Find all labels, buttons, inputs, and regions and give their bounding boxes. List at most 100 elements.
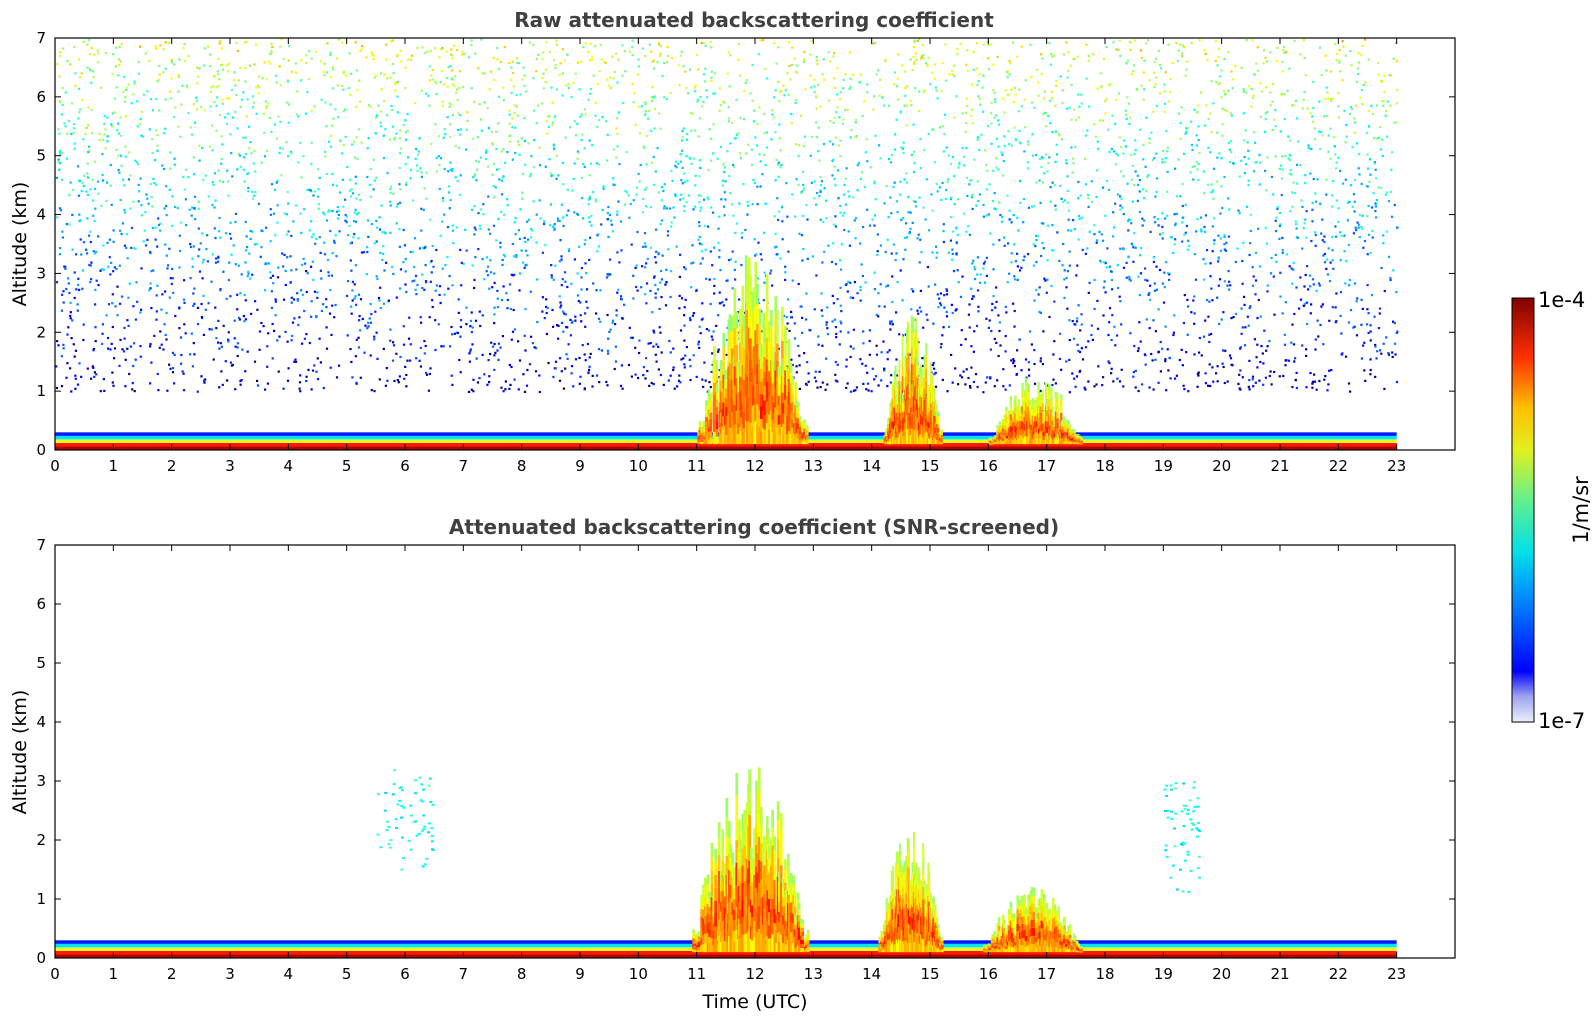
noise-pixel [716,157,719,160]
noise-pixel [1059,75,1063,78]
noise-pixel [329,366,332,369]
noise-pixel [173,163,176,166]
noise-pixel [1207,315,1210,318]
noise-pixel [316,291,319,294]
noise-pixel [1030,343,1033,346]
noise-pixel [889,196,892,199]
noise-pixel [957,383,960,386]
noise-pixel [723,205,726,208]
noise-pixel [287,230,290,233]
noise-pixel [1148,291,1151,295]
noise-pixel [514,151,517,155]
noise-pixel [905,181,908,184]
noise-pixel [1344,141,1347,144]
noise-pixel [779,149,782,152]
noise-pixel [709,250,712,253]
noise-pixel [280,38,283,41]
noise-pixel [980,133,983,136]
noise-pixel [1309,285,1312,288]
noise-pixel [1002,174,1005,177]
noise-pixel [371,53,374,56]
noise-pixel [329,145,332,148]
noise-pixel [521,191,524,194]
noise-pixel [836,106,839,109]
noise-pixel [471,343,474,346]
noise-pixel [431,78,434,81]
noise-pixel [82,138,85,141]
noise-pixel [1199,216,1203,219]
noise-pixel [181,370,184,373]
noise-pixel [1312,106,1315,110]
noise-pixel [1295,286,1298,289]
noise-pixel [1337,105,1340,108]
noise-pixel [250,152,253,155]
noise-pixel [322,70,325,73]
noise-pixel [125,246,128,249]
noise-pixel [973,158,976,161]
noise-pixel [114,305,117,308]
noise-pixel [1364,81,1367,84]
noise-pixel [1143,219,1146,222]
noise-pixel [236,168,239,171]
noise-pixel [522,173,525,176]
noise-pixel [391,359,395,362]
noise-pixel [833,77,836,80]
noise-pixel [639,163,642,167]
noise-pixel [1259,315,1262,318]
noise-pixel [133,247,136,250]
noise-pixel [398,183,401,186]
noise-pixel [663,183,666,186]
noise-pixel [591,55,594,58]
noise-pixel [1111,288,1114,291]
noise-pixel [1232,162,1235,165]
noise-pixel [1245,163,1248,166]
noise-pixel [246,98,249,101]
noise-pixel [312,233,315,236]
noise-pixel [209,105,212,108]
noise-pixel [895,118,898,121]
noise-pixel [139,355,142,358]
noise-pixel [1161,347,1164,350]
noise-pixel [335,184,339,187]
noise-pixel [1389,104,1392,107]
noise-pixel [62,343,65,346]
noise-pixel [774,131,777,134]
noise-pixel [673,387,676,390]
noise-pixel [868,224,872,227]
noise-pixel [1323,235,1326,238]
noise-pixel [859,177,862,181]
noise-pixel [176,207,179,210]
noise-pixel [637,105,640,108]
noise-pixel [398,375,401,378]
noise-pixel [989,43,992,46]
noise-pixel [77,277,80,280]
noise-pixel [817,126,820,129]
noise-pixel [1341,352,1344,355]
noise-pixel [1073,323,1076,326]
panel-1-title: Raw attenuated backscattering coefficien… [514,8,994,32]
noise-pixel [1043,277,1046,280]
noise-pixel [803,187,806,190]
noise-pixel [1143,197,1146,200]
noise-pixel [1309,372,1312,375]
noise-pixel [279,45,282,48]
noise-pixel [385,43,388,46]
noise-pixel [325,326,328,329]
noise-pixel [147,202,150,205]
noise-pixel [815,95,818,98]
noise-pixel [1229,284,1232,287]
noise-pixel [216,96,219,99]
noise-pixel [193,195,197,198]
noise-pixel [713,292,716,295]
noise-pixel [702,385,705,388]
noise-pixel [950,303,953,306]
noise-pixel [266,345,269,348]
noise-pixel [389,200,392,203]
noise-pixel [612,77,615,80]
noise-pixel [421,273,424,276]
noise-pixel [441,104,444,107]
noise-pixel [838,116,841,119]
noise-pixel [382,157,385,160]
noise-pixel [1385,336,1388,339]
noise-pixel [995,157,998,160]
